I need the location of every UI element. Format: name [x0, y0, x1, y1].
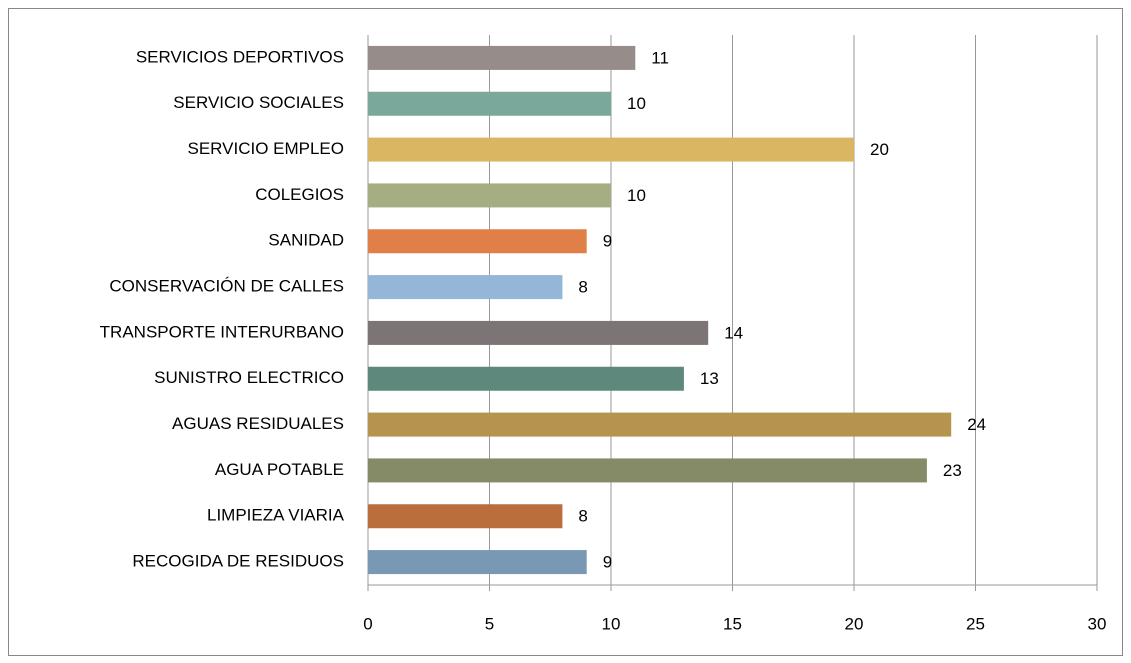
data-label: 8 [578, 278, 587, 297]
y-tick-label: AGUA POTABLE [215, 460, 344, 479]
y-tick-label: AGUAS RESIDUALES [172, 414, 344, 433]
data-label: 14 [724, 323, 743, 342]
data-label: 20 [870, 140, 889, 159]
y-tick-label: SUNISTRO ELECTRICO [154, 368, 344, 387]
y-tick-label: SERVICIO SOCIALES [173, 93, 344, 112]
y-tick-label: SERVICIOS DEPORTIVOS [136, 47, 344, 66]
bar [368, 91, 611, 116]
y-tick-label: COLEGIOS [255, 185, 344, 204]
bar [368, 229, 587, 254]
x-tick-label: 15 [723, 614, 742, 633]
bar [368, 504, 563, 529]
bar [368, 275, 563, 300]
data-label: 8 [578, 507, 587, 526]
bar [368, 320, 709, 345]
data-label: 23 [943, 461, 962, 480]
y-tick-label: TRANSPORTE INTERURBANO [100, 322, 344, 341]
data-label: 11 [651, 48, 669, 67]
data-label: 13 [700, 369, 719, 388]
bar [368, 458, 927, 483]
bar [368, 550, 587, 575]
data-label: 10 [627, 94, 646, 113]
data-label: 9 [603, 553, 612, 572]
x-tick-label: 0 [363, 614, 372, 633]
x-tick-label: 5 [485, 614, 494, 633]
y-tick-label: SERVICIO EMPLEO [187, 139, 344, 158]
data-label: 9 [603, 232, 612, 251]
bar [368, 137, 854, 162]
bar [368, 45, 636, 70]
x-tick-label: 10 [602, 614, 621, 633]
y-tick-label: SANIDAD [268, 231, 344, 250]
x-tick-label: 30 [1088, 614, 1107, 633]
bar [368, 366, 684, 391]
data-label: 10 [627, 186, 646, 205]
bar [368, 412, 952, 437]
y-tick-label: RECOGIDA DE RESIDUOS [132, 552, 344, 571]
x-tick-label: 25 [966, 614, 985, 633]
bar [368, 183, 611, 208]
data-label: 24 [967, 415, 986, 434]
y-tick-label: LIMPIEZA VIARIA [207, 506, 345, 525]
y-tick-label: CONSERVACIÓN DE CALLES [109, 277, 344, 296]
x-tick-label: 20 [845, 614, 864, 633]
